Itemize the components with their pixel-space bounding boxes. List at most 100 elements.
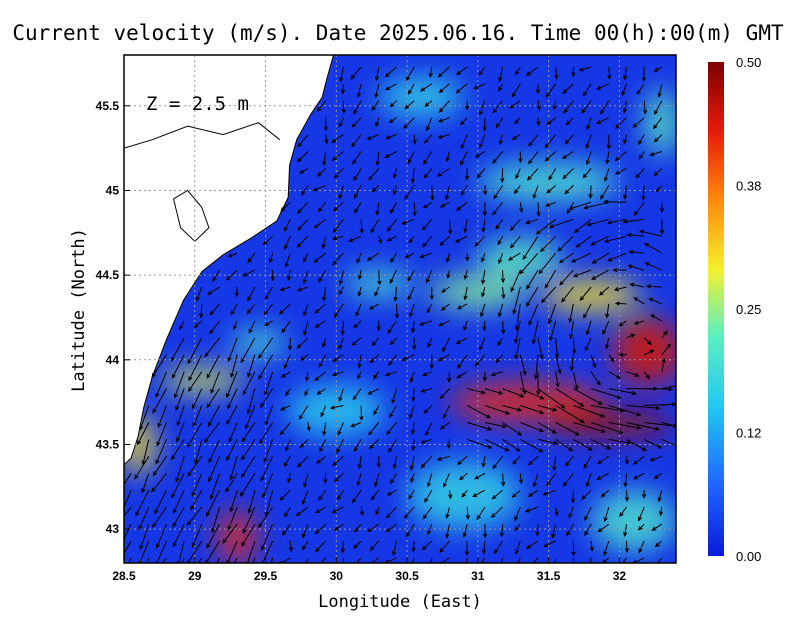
velocity-arrow: [393, 168, 397, 178]
velocity-arrow: [353, 168, 362, 181]
velocity-arrowhead: [615, 124, 620, 129]
velocity-arrow: [597, 472, 610, 480]
velocity-arrow: [263, 439, 274, 463]
velocity-arrow: [371, 100, 380, 111]
velocity-arrowhead: [636, 425, 642, 430]
velocity-arrow: [424, 405, 433, 414]
velocity-arrowhead: [554, 74, 559, 80]
velocity-arrowhead: [438, 322, 444, 327]
velocity-arrow: [427, 523, 433, 535]
velocity-arrow: [230, 490, 238, 512]
velocity-arrowhead: [429, 295, 435, 301]
velocity-arrowhead: [352, 159, 357, 165]
velocity-arrow: [532, 320, 539, 344]
velocity-arrowhead: [296, 344, 302, 349]
velocity-arrowhead: [583, 313, 588, 319]
velocity-arrowhead: [512, 459, 517, 465]
velocity-arrow: [477, 168, 486, 178]
velocity-arrowhead: [264, 321, 270, 327]
velocity-arrowhead: [557, 369, 562, 375]
velocity-arrowhead: [175, 405, 180, 412]
velocity-arrowhead: [296, 209, 302, 215]
velocity-arrowhead: [357, 374, 362, 380]
velocity-arrowhead: [320, 412, 325, 418]
velocity-arrow: [661, 343, 671, 356]
speed-patch: [230, 329, 287, 357]
velocity-arrowhead: [585, 482, 590, 488]
velocity-arrowhead: [359, 228, 364, 234]
velocity-arrow: [449, 219, 451, 234]
velocity-arrow: [537, 422, 557, 434]
velocity-arrow: [590, 422, 623, 434]
velocity-arrow: [599, 286, 610, 296]
velocity-arrowhead: [384, 72, 390, 78]
velocity-arrow: [367, 252, 380, 261]
velocity-arrow: [174, 371, 185, 398]
velocity-arrowhead: [138, 525, 143, 531]
velocity-arrowhead: [543, 542, 549, 547]
velocity-arrow: [128, 557, 132, 563]
velocity-arrow: [633, 297, 645, 305]
velocity-arrow: [511, 83, 521, 97]
velocity-arrowhead: [621, 90, 626, 97]
velocity-arrow: [285, 388, 291, 396]
velocity-arrowhead: [316, 172, 322, 177]
velocity-arrowhead: [207, 421, 213, 427]
velocity-arrowhead: [564, 461, 570, 467]
velocity-arrow: [210, 371, 220, 394]
velocity-arrowhead: [208, 458, 213, 464]
velocity-arrowhead: [318, 362, 323, 368]
velocity-arrowhead: [459, 475, 464, 481]
velocity-arrow: [440, 422, 450, 430]
velocity-arrow: [581, 100, 592, 114]
velocity-arrow: [300, 354, 309, 361]
velocity-arrowhead: [463, 295, 468, 301]
velocity-arrowhead: [259, 439, 264, 445]
velocity-arrowhead: [316, 565, 320, 569]
velocity-arrow: [614, 286, 627, 291]
velocity-arrowhead: [546, 481, 551, 487]
velocity-arrow: [371, 489, 380, 501]
velocity-arrow: [190, 489, 203, 510]
velocity-arrowhead: [544, 283, 549, 289]
velocity-arrowhead: [641, 493, 647, 499]
velocity-arrowhead: [156, 543, 161, 549]
velocity-arrowhead: [600, 109, 605, 115]
velocity-arrowhead: [119, 489, 122, 493]
velocity-arrowhead: [505, 410, 511, 415]
velocity-arrow: [298, 405, 309, 420]
velocity-arrow: [514, 117, 521, 124]
velocity-arrowhead: [582, 91, 588, 97]
velocity-arrow: [332, 218, 344, 233]
velocity-arrow: [155, 439, 167, 464]
velocity-arrow: [192, 388, 203, 409]
velocity-arrow: [464, 219, 468, 233]
velocity-arrow: [423, 201, 433, 208]
x-axis-ticks: 28.5 29 29.5 30 30.5 31 31.5 32: [112, 557, 626, 583]
velocity-arrowhead: [456, 374, 462, 379]
velocity-arrowhead: [519, 393, 525, 398]
velocity-arrow: [349, 235, 362, 242]
velocity-arrow: [320, 405, 327, 417]
velocity-arrowhead: [522, 370, 527, 377]
velocity-arrow: [205, 540, 220, 563]
velocity-arrowhead: [492, 210, 497, 216]
y-tick-label: 44.5: [96, 268, 120, 282]
velocity-arrow: [589, 557, 592, 563]
velocity-arrow: [230, 456, 238, 480]
velocity-arrow: [442, 337, 450, 352]
velocity-arrowhead: [596, 380, 601, 386]
velocity-arrow: [210, 303, 220, 316]
velocity-arrow: [460, 151, 468, 165]
velocity-arrowhead: [152, 522, 157, 528]
velocity-arrowhead: [229, 475, 234, 481]
velocity-arrowhead: [624, 548, 630, 554]
velocity-arrow: [296, 506, 309, 517]
velocity-arrowhead: [384, 153, 390, 159]
velocity-arrowhead: [539, 395, 545, 400]
velocity-arrowhead: [490, 513, 496, 518]
velocity-arrow: [590, 388, 621, 399]
velocity-arrowhead: [628, 249, 634, 255]
velocity-arrowhead: [295, 511, 301, 517]
velocity-arrow: [375, 506, 380, 515]
